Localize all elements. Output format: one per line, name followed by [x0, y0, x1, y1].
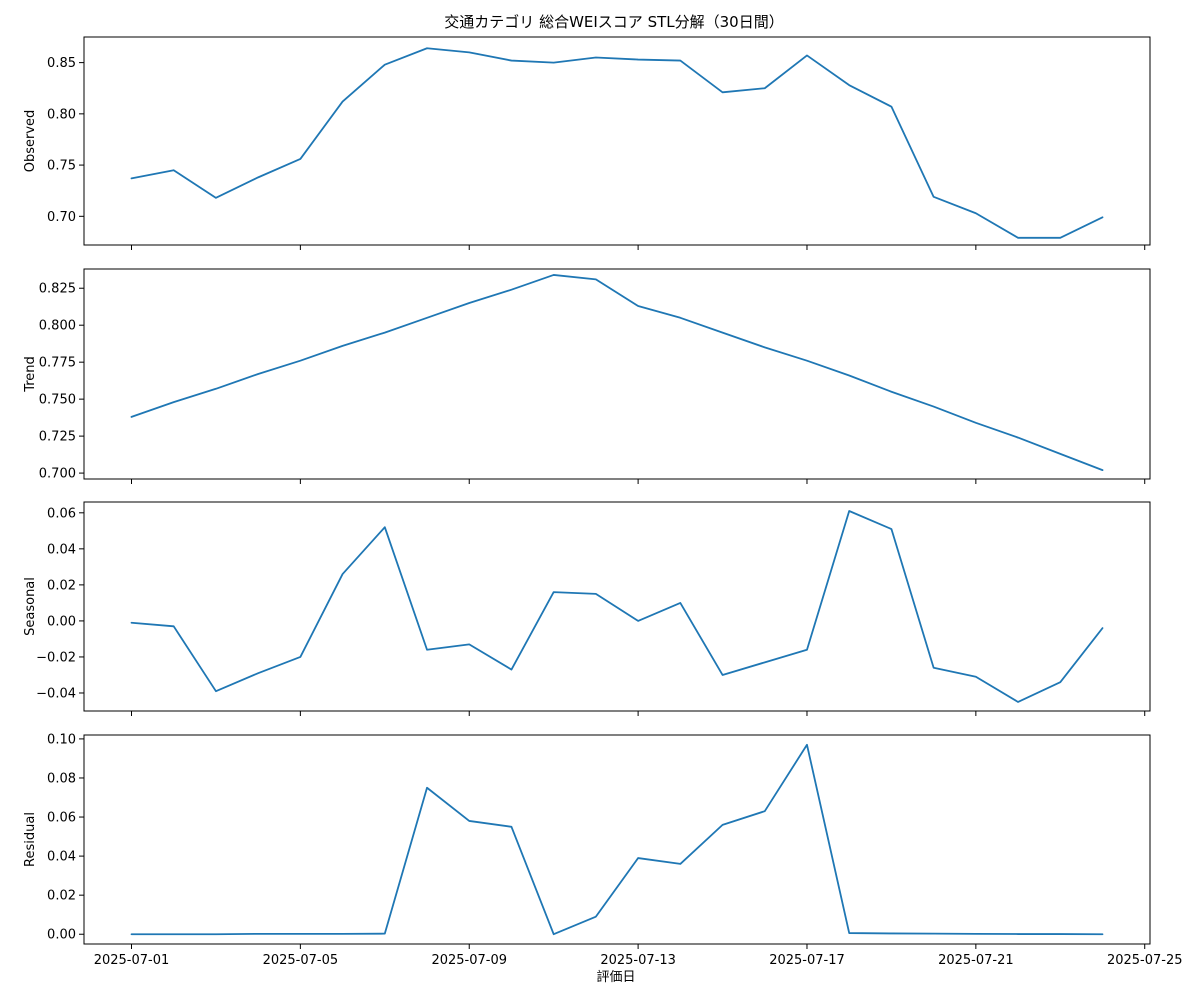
axes-frame-trend	[83, 268, 1151, 480]
y-tick-label: 0.85	[47, 56, 76, 71]
x-axis-label: 評価日	[596, 970, 635, 985]
y-tick-label: 0.00	[47, 614, 76, 629]
x-tick-label: 2025-07-13	[600, 953, 676, 968]
figure-title: 交通カテゴリ 総合WEIスコア STL分解（30日間）	[444, 13, 783, 31]
y-tick-label: 0.02	[47, 889, 76, 904]
y-axis-label-seasonal: Seasonal	[23, 577, 38, 636]
x-tick-label: 2025-07-05	[263, 953, 339, 968]
y-tick-label: 0.08	[47, 771, 76, 786]
y-tick-label: 0.800	[39, 319, 76, 334]
y-axis-label-observed: Observed	[23, 110, 38, 173]
y-tick-label: 0.04	[47, 850, 76, 865]
y-tick-label: 0.80	[47, 107, 76, 122]
x-tick-label: 2025-07-09	[431, 953, 507, 968]
y-axis-label-residual: Residual	[23, 812, 38, 867]
y-tick-label: 0.10	[47, 732, 76, 747]
panel-seasonal: −0.04 −0.02 0.00 0.02 0.04 0.06 Seasonal	[23, 501, 1151, 716]
y-tick-label: 0.04	[47, 542, 76, 557]
y-tick-label: 0.75	[47, 159, 76, 174]
series-line-seasonal	[130, 510, 1104, 703]
y-tick-label: 0.700	[39, 467, 76, 482]
y-tick-label: −0.04	[36, 686, 76, 701]
series-line-trend	[130, 274, 1104, 472]
x-tick-label: 2025-07-25	[1107, 953, 1183, 968]
panel-residual: 0.00 0.02 0.04 0.06 0.08 0.10 2025-07-01 2025-0…	[23, 732, 1183, 968]
axes-frame-seasonal	[83, 501, 1151, 712]
y-tick-label: 0.750	[39, 393, 76, 408]
series-line-observed	[130, 47, 1104, 239]
x-tick-label: 2025-07-01	[94, 953, 170, 968]
y-tick-label: 0.70	[47, 210, 76, 225]
axes-frame-observed	[83, 36, 1151, 246]
y-tick-label: 0.00	[47, 928, 76, 943]
y-axis-label-trend: Trend	[23, 356, 38, 393]
y-tick-label: 0.775	[39, 356, 76, 371]
series-line-residual	[130, 743, 1104, 936]
panel-trend: 0.700 0.725 0.750 0.775 0.800 0.825 Trend	[23, 268, 1151, 484]
y-tick-label: 0.06	[47, 811, 76, 826]
y-tick-label: 0.725	[39, 430, 76, 445]
x-tick-label: 2025-07-17	[769, 953, 845, 968]
y-tick-label: 0.06	[47, 506, 76, 521]
x-tick-label: 2025-07-21	[938, 953, 1014, 968]
y-tick-label: 0.02	[47, 578, 76, 593]
panel-observed: 0.70 0.75 0.80 0.85 Observed	[23, 36, 1151, 250]
axes-frame-residual	[83, 734, 1151, 945]
y-tick-label: 0.825	[39, 282, 76, 297]
y-tick-label: −0.02	[36, 650, 76, 665]
